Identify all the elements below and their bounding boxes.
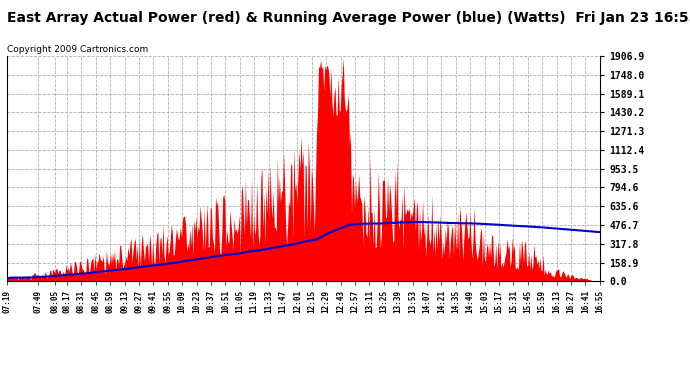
Text: Copyright 2009 Cartronics.com: Copyright 2009 Cartronics.com [7,45,148,54]
Text: East Array Actual Power (red) & Running Average Power (blue) (Watts)  Fri Jan 23: East Array Actual Power (red) & Running … [7,11,690,25]
